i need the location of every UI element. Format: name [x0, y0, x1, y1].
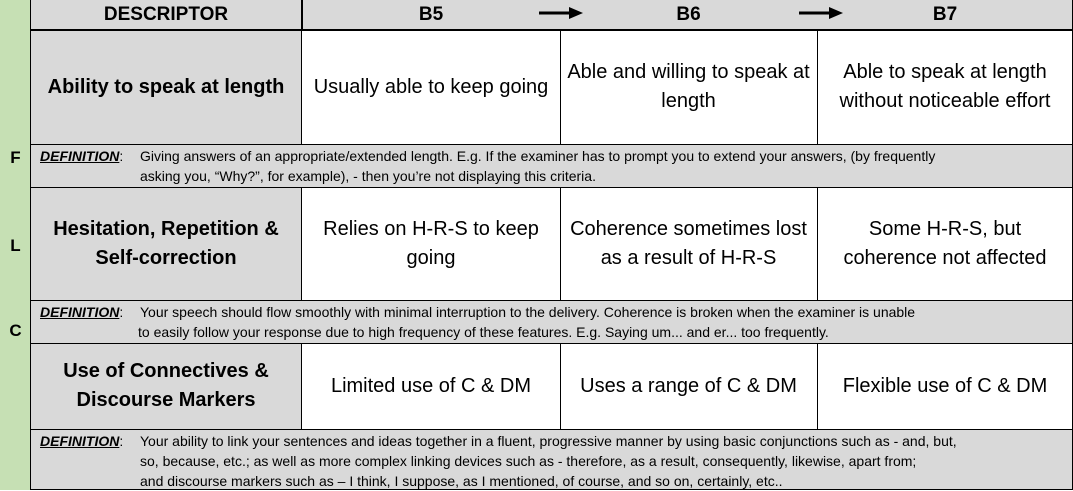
descriptor-speak-at-length: Ability to speak at length — [31, 30, 302, 144]
band-b7-cell: Some H-R-S, but coherence not affected — [817, 187, 1073, 300]
definition-line: asking you, “Why?”, for example), - then… — [140, 168, 596, 184]
band-b6-cell: Uses a range of C & DM — [560, 343, 817, 429]
definition-label: DEFINITION — [40, 304, 120, 320]
header-band-b7: B7 — [817, 0, 1073, 30]
definition-line: so, because, etc.; as well as more compl… — [140, 453, 917, 469]
band-b5-cell: Usually able to keep going — [302, 30, 560, 144]
grid-line — [31, 343, 1073, 344]
definition-label: DEFINITION — [40, 148, 120, 164]
grid-line — [31, 300, 1073, 301]
definition-line: Your speech should flow smoothly with mi… — [140, 304, 916, 320]
grid-line — [31, 187, 1073, 188]
sidebar-letter-c: C — [9, 321, 22, 340]
header-band-b6: B6 — [560, 0, 817, 30]
grid-line — [560, 30, 561, 144]
grid-line — [31, 30, 1073, 31]
fluency-sidebar: F L C — [0, 0, 31, 490]
definition-label: DEFINITION — [40, 433, 120, 449]
arrow-right-icon — [799, 7, 843, 19]
band-b5-cell: Relies on H-R-S to keep going — [302, 187, 560, 300]
grid-line — [817, 187, 818, 300]
grid-line — [560, 343, 561, 429]
descriptor-hesitation: Hesitation, Repetition & Self-correction — [31, 187, 302, 300]
band-b7-cell: Able to speak at length without noticeab… — [817, 30, 1073, 144]
arrow-right-icon — [539, 7, 583, 19]
grid-line — [817, 343, 818, 429]
definition-row: DEFINITION: Your speech should flow smoo… — [31, 300, 1073, 343]
grid-line — [560, 187, 561, 300]
header-descriptor: DESCRIPTOR — [31, 0, 302, 30]
grid-line — [31, 429, 1073, 430]
band-b5-cell: Limited use of C & DM — [302, 343, 560, 429]
grid-line — [302, 0, 303, 30]
sidebar-letter-l: L — [10, 236, 21, 255]
band-b6-cell: Able and willing to speak at length — [560, 30, 817, 144]
band-b6-cell: Coherence sometimes lost as a result of … — [560, 187, 817, 300]
band-b7-cell: Flexible use of C & DM — [817, 343, 1073, 429]
definition-line: Giving answers of an appropriate/extende… — [140, 148, 936, 164]
header-band-b5: B5 — [302, 0, 560, 30]
definition-line: to easily follow your response due to hi… — [138, 324, 829, 340]
definition-row: DEFINITION: Your ability to link your se… — [31, 429, 1073, 490]
grid-line — [31, 144, 1073, 145]
sidebar-letter-f: F — [10, 148, 21, 167]
definition-line: and discourse markers such as – I think,… — [140, 473, 783, 489]
definition-row: DEFINITION: Giving answers of an appropr… — [31, 144, 1073, 187]
descriptor-connectives: Use of Connectives & Discourse Markers — [31, 343, 302, 429]
definition-line: Your ability to link your sentences and … — [140, 433, 957, 449]
grid-line — [817, 30, 818, 144]
